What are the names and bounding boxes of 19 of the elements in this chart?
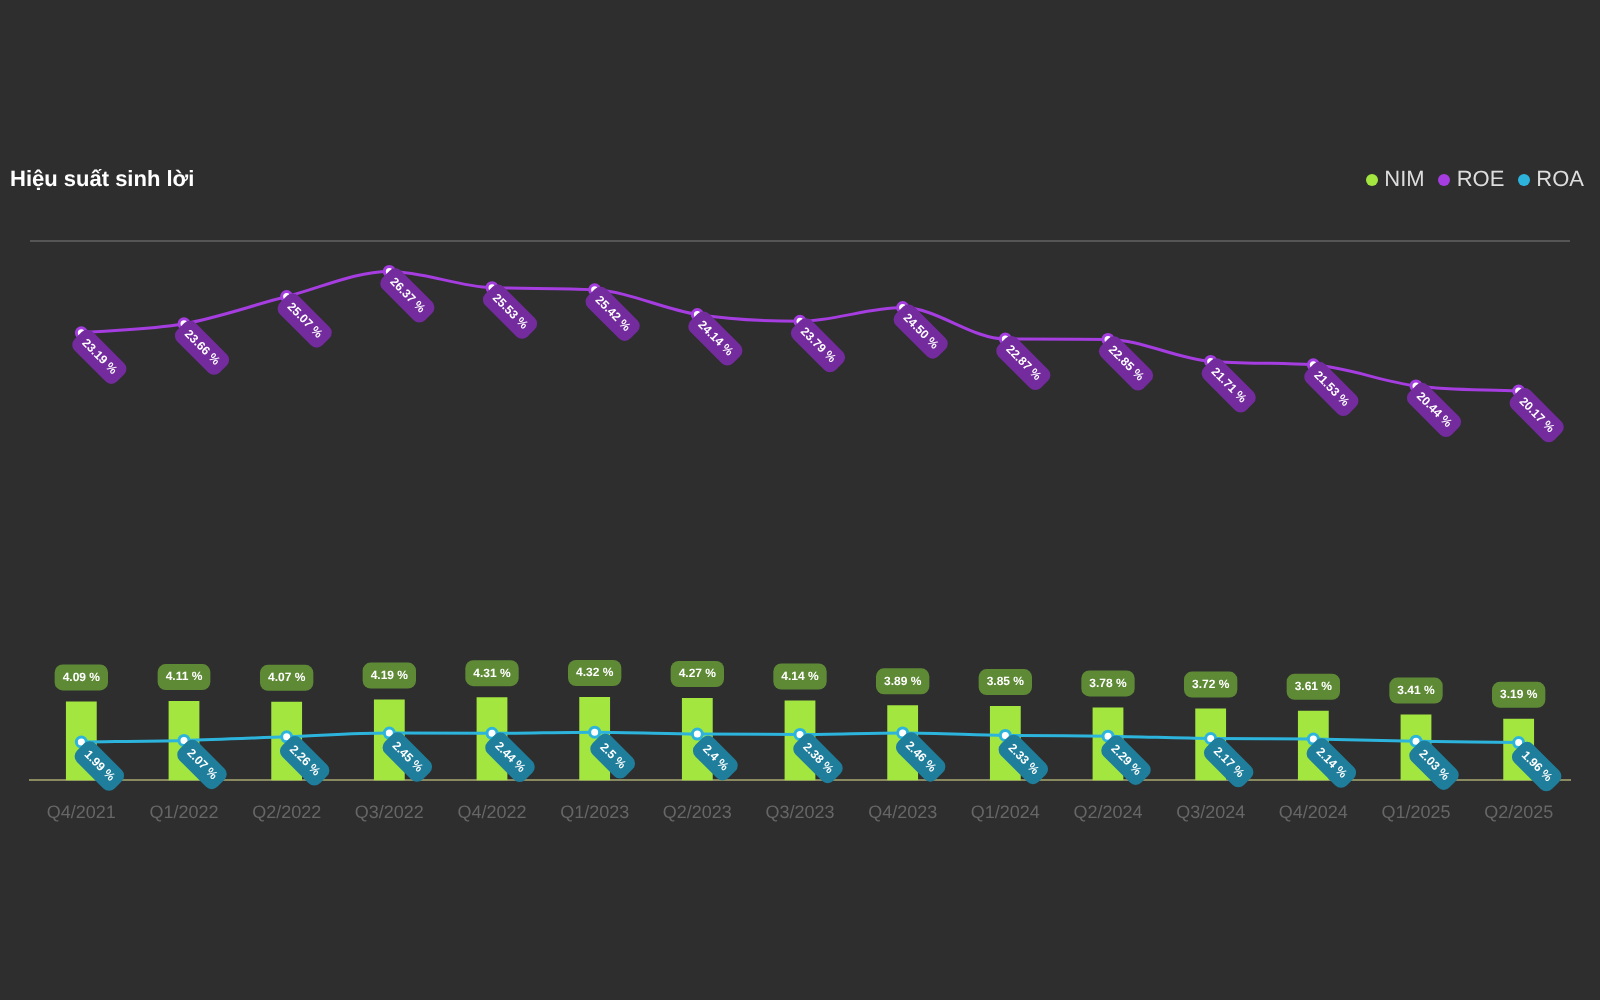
x-tick-label: Q1/2025 — [1381, 802, 1451, 823]
x-tick-label: Q3/2024 — [1176, 802, 1246, 823]
x-tick-label: Q2/2025 — [1484, 802, 1554, 823]
x-tick-label: Q4/2023 — [868, 802, 938, 823]
x-tick-label: Q1/2022 — [149, 802, 219, 823]
x-tick-label: Q2/2024 — [1073, 802, 1143, 823]
x-tick-label: Q4/2024 — [1278, 802, 1348, 823]
x-tick-label: Q2/2022 — [252, 802, 322, 823]
x-tick-label: Q1/2023 — [560, 802, 630, 823]
chart-title: Hiệu suất sinh lời — [10, 168, 195, 192]
x-tick-label: Q1/2024 — [970, 802, 1040, 823]
x-tick-label: Q3/2022 — [354, 802, 424, 823]
x-tick-label: Q4/2021 — [46, 802, 116, 823]
x-tick-label: Q3/2023 — [765, 802, 835, 823]
legend-label: ROA — [1534, 168, 1584, 192]
x-tick-label: Q2/2023 — [662, 802, 732, 823]
x-tick-label: Q4/2022 — [457, 802, 527, 823]
legend-label: ROE — [1454, 168, 1505, 192]
legend-label: NIM — [1382, 168, 1425, 192]
